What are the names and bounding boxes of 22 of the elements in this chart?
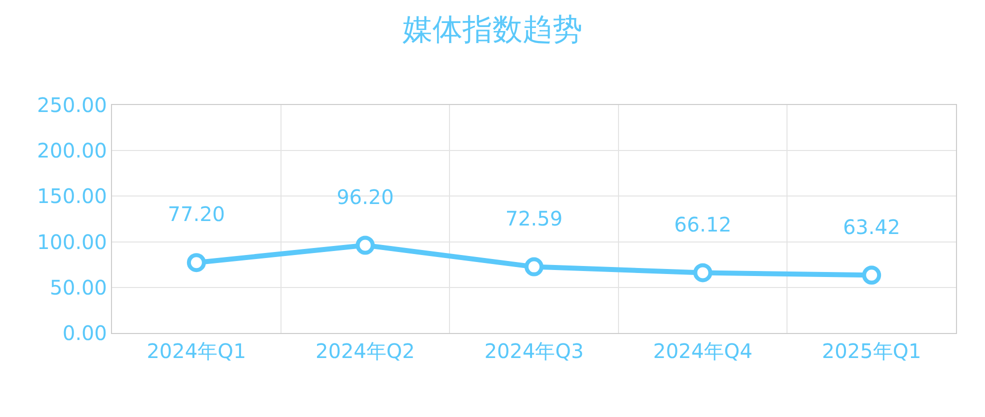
- y-tick-label: 150.00: [37, 184, 107, 208]
- y-tick-label: 250.00: [37, 93, 107, 117]
- data-label: 63.42: [842, 214, 900, 239]
- x-tick-label: 2024年Q2: [316, 339, 415, 363]
- point: [693, 263, 712, 282]
- y-tick-label: 200.00: [37, 138, 107, 163]
- point: [862, 266, 882, 285]
- data-label: 96.20: [336, 184, 394, 209]
- point: [186, 253, 206, 272]
- x-tick-label: 2025年Q1: [822, 339, 922, 363]
- x-tick-label: 2024年Q1: [146, 339, 246, 363]
- y-tick-label: 0.00: [62, 321, 107, 345]
- chart-title: 媒体指数趋势: [402, 12, 582, 48]
- y-tick-label: 100.00: [37, 230, 107, 254]
- point: [356, 236, 375, 255]
- x-tick-label: 2024年Q3: [484, 339, 584, 363]
- x-tick-label: 2024年Q4: [653, 339, 752, 363]
- point: [524, 257, 544, 276]
- data-label: 66.12: [674, 212, 732, 236]
- y-tick-label: 50.00: [50, 275, 107, 300]
- data-label: 77.20: [168, 202, 226, 226]
- data-label: 72.59: [505, 206, 563, 230]
